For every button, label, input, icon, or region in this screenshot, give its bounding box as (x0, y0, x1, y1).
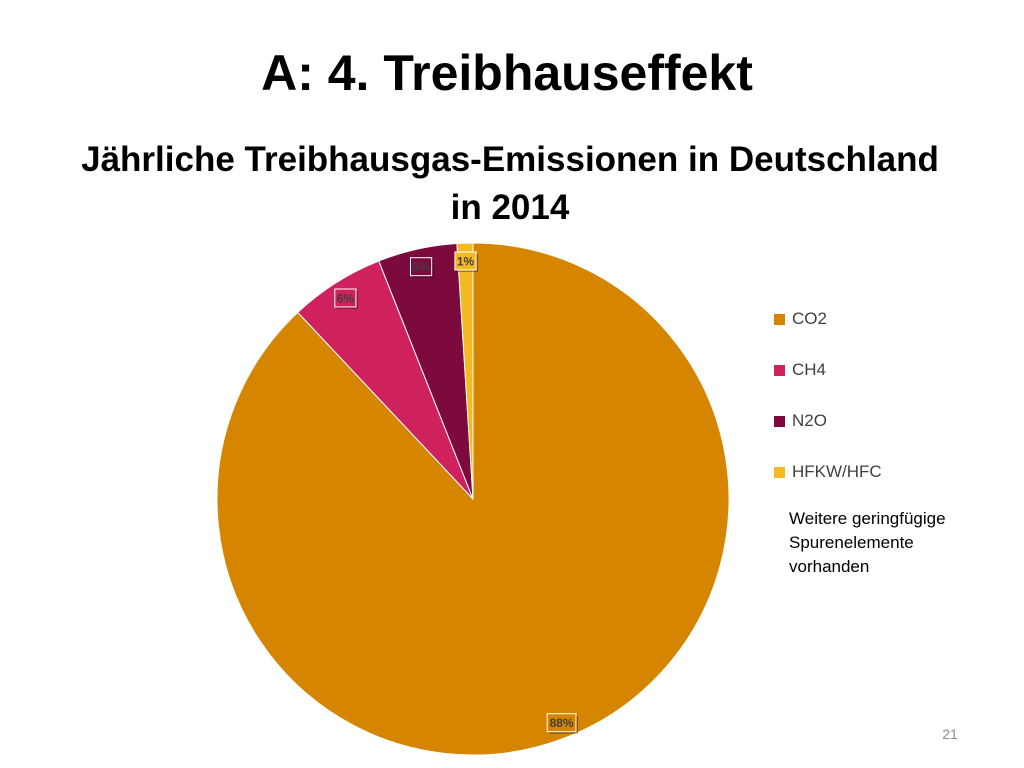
data-label-box (454, 251, 477, 271)
data-label-ch4: 6% (334, 288, 358, 309)
data-label-box (546, 713, 577, 733)
legend-swatch-hfkw-hfc (774, 466, 785, 478)
pie-data-labels: 88% 6% 5% 1% (334, 251, 578, 734)
data-label-text: 6% (337, 292, 355, 306)
legend-swatch-co2 (774, 313, 785, 325)
slide-title: A: 4. Treibhauseffekt (261, 45, 753, 101)
chart-title: Jährliche Treibhausgas-Emissionen in Deu… (0, 136, 1020, 232)
page-number: 21 (942, 726, 958, 742)
footnote-line-2: Spurenelemente (789, 533, 914, 552)
legend-item-hfkw-hfc: HFKW/HFC (774, 461, 882, 483)
data-label-text: 88% (550, 716, 574, 730)
data-label-hfkw-hfc: 1% (454, 251, 479, 272)
data-label-box (334, 288, 357, 308)
footnote-line-3: vorhanden (789, 557, 870, 576)
legend-item-ch4: CH4 (774, 359, 826, 381)
legend-item-co2: CO2 (774, 308, 827, 330)
chart-title-line-1: Jährliche Treibhausgas-Emissionen in Deu… (81, 140, 939, 179)
data-label-text: 5% (412, 260, 430, 274)
data-label-n2o: 5% (410, 257, 434, 278)
pie-slices (216, 242, 730, 756)
pie-slice-hfkw-hfc (456, 242, 474, 500)
data-label-text: 1% (457, 255, 475, 269)
footnote-line-1: Weitere geringfügige (789, 509, 946, 528)
legend-swatch-n2o (774, 415, 785, 427)
data-label-co2: 88% (546, 713, 578, 734)
legend-label-ch4: CH4 (792, 360, 827, 379)
legend-label-hfkw-hfc: HFKW/HFC (792, 462, 882, 481)
data-label-box (410, 257, 433, 277)
legend-swatch-ch4 (774, 364, 785, 376)
legend-label-co2: CO2 (792, 309, 827, 328)
chart-title-line-2: in 2014 (450, 188, 570, 227)
footnote-text: Weitere geringfügige Spurenelemente vorh… (789, 507, 1009, 579)
legend-item-n2o: N2O (774, 410, 827, 432)
legend-label-n2o: N2O (792, 411, 827, 430)
